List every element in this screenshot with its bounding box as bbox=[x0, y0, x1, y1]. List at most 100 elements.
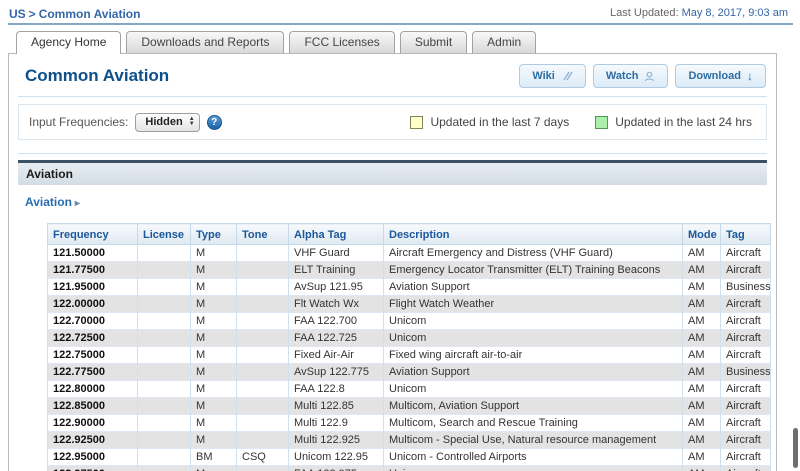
select-value: Hidden bbox=[145, 116, 183, 128]
help-icon[interactable]: ? bbox=[206, 114, 222, 130]
cell-tag: Aircraft bbox=[720, 380, 771, 398]
cell-tag: Aircraft bbox=[720, 312, 771, 330]
wiki-button[interactable]: Wiki bbox=[519, 64, 586, 88]
last-updated: Last Updated: May 8, 2017, 9:03 am bbox=[610, 7, 788, 19]
cell-frequency: 122.77500 bbox=[47, 363, 138, 381]
subcategory-link-aviation[interactable]: Aviation ▸ bbox=[25, 195, 768, 209]
cell-type: BM bbox=[190, 448, 237, 466]
watch-person-icon bbox=[644, 71, 655, 82]
cell-alpha-tag: FAA 122.725 bbox=[288, 329, 384, 347]
cell-alpha-tag: Unicom 122.95 bbox=[288, 448, 384, 466]
cell-frequency: 122.92500 bbox=[47, 431, 138, 449]
wiki-edit-icon bbox=[561, 71, 573, 82]
download-button-label: Download bbox=[688, 70, 741, 82]
col-header-tone: Tone bbox=[236, 223, 289, 245]
cell-alpha-tag: Multi 122.85 bbox=[288, 397, 384, 415]
cell-alpha-tag: FAA 122.8 bbox=[288, 380, 384, 398]
cell-mode: AM bbox=[682, 431, 721, 449]
cell-tag: Aircraft bbox=[720, 244, 771, 262]
last-updated-label: Last Updated: bbox=[610, 7, 679, 19]
cell-license bbox=[137, 448, 191, 466]
breadcrumb: US > Common Aviation bbox=[9, 7, 140, 21]
update-legend: Updated in the last 7 days Updated in the… bbox=[410, 115, 756, 129]
cell-type: M bbox=[190, 414, 237, 432]
cell-frequency: 122.75000 bbox=[47, 346, 138, 364]
frequency-row: 122.77500 M AvSup 122.775 Aviation Support A… bbox=[47, 363, 771, 381]
cell-tone bbox=[236, 380, 289, 398]
cell-type: M bbox=[190, 329, 237, 347]
cell-tag: Business bbox=[720, 278, 771, 296]
cell-alpha-tag: FAA 122.700 bbox=[288, 312, 384, 330]
scrollbar-thumb[interactable] bbox=[793, 428, 798, 468]
frequency-row: 122.90000 M Multi 122.9 Multicom, Search an… bbox=[47, 414, 771, 432]
cell-type: M bbox=[190, 278, 237, 296]
cell-alpha-tag: FAA 122.975 bbox=[288, 465, 384, 471]
cell-license bbox=[137, 261, 191, 279]
breadcrumb-link-us[interactable]: US bbox=[9, 7, 26, 21]
col-header-mode: Mode bbox=[682, 223, 721, 245]
cell-license bbox=[137, 329, 191, 347]
col-header-frequency: Frequency bbox=[47, 223, 138, 245]
cell-description: Unicom bbox=[383, 465, 683, 471]
cell-alpha-tag: AvSup 122.775 bbox=[288, 363, 384, 381]
cell-frequency: 121.95000 bbox=[47, 278, 138, 296]
header-rule bbox=[8, 23, 793, 25]
cell-description: Emergency Locator Transmitter (ELT) Trai… bbox=[383, 261, 683, 279]
cell-alpha-tag: AvSup 121.95 bbox=[288, 278, 384, 296]
frequencies-table: Frequency License Type Tone Alpha Tag Descrip… bbox=[47, 223, 771, 471]
cell-tag: Aircraft bbox=[720, 448, 771, 466]
cell-license bbox=[137, 414, 191, 432]
cell-license bbox=[137, 312, 191, 330]
cell-type: M bbox=[190, 465, 237, 471]
cell-license bbox=[137, 465, 191, 471]
col-header-license: License bbox=[137, 223, 191, 245]
cell-alpha-tag: Fixed Air-Air bbox=[288, 346, 384, 364]
cell-type: M bbox=[190, 261, 237, 279]
watch-button-label: Watch bbox=[605, 70, 639, 82]
watch-button[interactable]: Watch bbox=[592, 64, 669, 88]
cell-tone bbox=[236, 346, 289, 364]
tab-fcc-licenses[interactable]: FCC Licenses bbox=[289, 31, 395, 53]
breadcrumb-row: US > Common Aviation Last Updated: May 8, … bbox=[0, 0, 800, 23]
cell-tag: Aircraft bbox=[720, 261, 771, 279]
breadcrumb-link-current[interactable]: Common Aviation bbox=[38, 7, 141, 21]
frequency-row: 122.72500 M FAA 122.725 Unicom AM Aircraft bbox=[47, 329, 771, 347]
cell-mode: AM bbox=[682, 346, 721, 364]
breadcrumb-separator: > bbox=[28, 7, 36, 21]
header-buttons: Wiki Watch Download ↓ bbox=[519, 64, 766, 88]
tab-bar: Agency Home Downloads and Reports FCC Lice… bbox=[0, 31, 800, 54]
cell-mode: AM bbox=[682, 312, 721, 330]
cell-type: M bbox=[190, 295, 237, 313]
cell-alpha-tag: Multi 122.925 bbox=[288, 431, 384, 449]
tab-downloads-and-reports[interactable]: Downloads and Reports bbox=[126, 31, 285, 53]
download-button[interactable]: Download ↓ bbox=[675, 64, 766, 88]
cell-type: M bbox=[190, 431, 237, 449]
legend-label: Updated in the last 24 hrs bbox=[615, 115, 752, 129]
cell-license bbox=[137, 431, 191, 449]
cell-description: Fixed wing aircraft air-to-air bbox=[383, 346, 683, 364]
cell-type: M bbox=[190, 397, 237, 415]
cell-tone bbox=[236, 414, 289, 432]
col-header-alpha-tag: Alpha Tag bbox=[288, 223, 384, 245]
cell-tone bbox=[236, 329, 289, 347]
cell-mode: AM bbox=[682, 465, 721, 471]
cell-type: M bbox=[190, 244, 237, 262]
input-frequencies-select[interactable]: Hidden ▲ ▼ bbox=[135, 112, 200, 132]
tab-admin[interactable]: Admin bbox=[472, 31, 537, 53]
cell-frequency: 122.85000 bbox=[47, 397, 138, 415]
cell-mode: AM bbox=[682, 329, 721, 347]
cell-license bbox=[137, 244, 191, 262]
cell-mode: AM bbox=[682, 380, 721, 398]
tab-agency-home[interactable]: Agency Home bbox=[16, 31, 122, 54]
legend-swatch-icon bbox=[410, 115, 424, 129]
filter-bar: Input Frequencies: Hidden ▲ ▼ ? Updated i… bbox=[18, 104, 767, 140]
cell-frequency: 122.70000 bbox=[47, 312, 138, 330]
cell-mode: AM bbox=[682, 244, 721, 262]
cell-tag: Aircraft bbox=[720, 329, 771, 347]
cell-tone bbox=[236, 465, 289, 471]
legend-item: Updated in the last 7 days bbox=[410, 115, 569, 129]
subcategory-label: Aviation bbox=[25, 195, 72, 209]
frequency-row: 122.70000 M FAA 122.700 Unicom AM Aircraft bbox=[47, 312, 771, 330]
cell-type: M bbox=[190, 346, 237, 364]
tab-submit[interactable]: Submit bbox=[399, 31, 468, 53]
